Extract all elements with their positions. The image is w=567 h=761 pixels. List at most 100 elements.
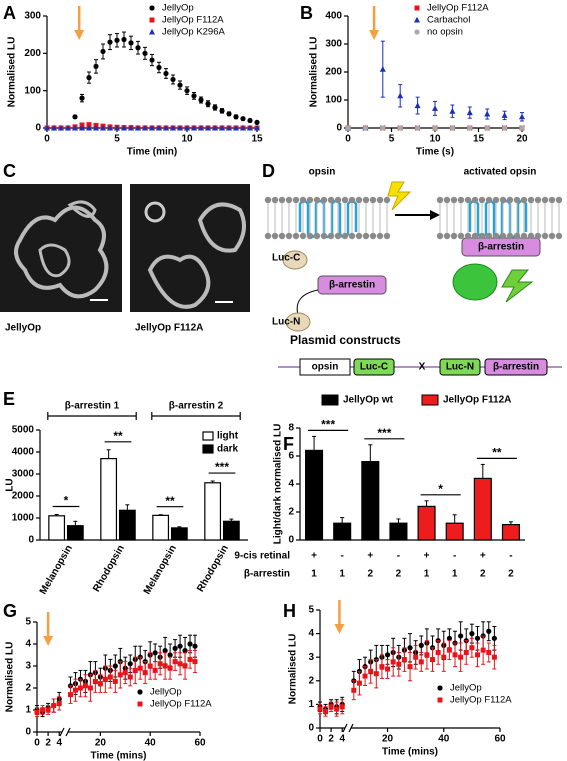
construct-box bbox=[484, 358, 548, 376]
legend-swatch bbox=[202, 431, 214, 441]
y-tick-label: 5000 bbox=[12, 425, 35, 436]
y-tick-label: 300 bbox=[325, 39, 342, 50]
x-tick-label: 5 bbox=[389, 134, 395, 145]
marker-triangle bbox=[142, 124, 148, 131]
lipid-head bbox=[492, 196, 500, 204]
marker-square bbox=[56, 700, 62, 706]
marker-circle bbox=[177, 643, 183, 649]
marker-square bbox=[187, 656, 193, 662]
y-tick-label: 4000 bbox=[12, 447, 35, 458]
bar bbox=[333, 522, 352, 541]
marker-square bbox=[86, 122, 92, 128]
x-axis-label: Time (mins) bbox=[382, 747, 438, 758]
marker-square bbox=[373, 671, 379, 677]
diagram-label: opsin bbox=[309, 167, 336, 178]
legend-label: JellyOp F112A bbox=[450, 695, 512, 706]
legend-label: JellyOp wt bbox=[343, 395, 394, 406]
marker-square bbox=[40, 707, 46, 713]
significance: ** bbox=[165, 494, 175, 508]
marker-circle bbox=[380, 125, 386, 131]
marker-circle bbox=[446, 635, 452, 641]
y-axis-label: LU bbox=[5, 478, 16, 491]
marker-triangle bbox=[519, 113, 525, 120]
marker-square bbox=[182, 663, 188, 669]
y-tick-label: 0 bbox=[288, 535, 294, 546]
row-value: - bbox=[509, 551, 512, 562]
marker-circle bbox=[177, 82, 183, 88]
y-tick-label: 200 bbox=[24, 48, 41, 59]
x-tick-label: 4 bbox=[339, 734, 345, 745]
row-value: + bbox=[424, 551, 430, 562]
row-value: 1 bbox=[339, 569, 345, 580]
lipid-head bbox=[285, 196, 293, 204]
marker-square bbox=[437, 697, 443, 703]
marker-square bbox=[72, 687, 78, 693]
lipid-head bbox=[271, 232, 279, 240]
marker-square bbox=[142, 670, 148, 676]
axis-break bbox=[59, 727, 65, 737]
arrow-head bbox=[334, 624, 345, 634]
marker-circle bbox=[415, 125, 421, 131]
arrow-head bbox=[369, 30, 380, 40]
legend-label: JellyOp K296A bbox=[162, 27, 226, 38]
significance: ** bbox=[113, 429, 123, 443]
legend-label: JellyOp bbox=[150, 687, 182, 698]
construct-label: X bbox=[419, 362, 426, 373]
bar bbox=[305, 449, 324, 541]
marker-square bbox=[430, 657, 436, 663]
marker-circle bbox=[128, 40, 134, 46]
bar bbox=[445, 522, 464, 541]
marker-circle bbox=[219, 108, 225, 114]
y-tick-label: 4 bbox=[308, 628, 314, 639]
x-tick-label: 60 bbox=[194, 738, 206, 749]
lipid-head bbox=[527, 232, 535, 240]
y-tick-label: 8 bbox=[288, 423, 294, 434]
marker-triangle bbox=[205, 124, 211, 131]
lipid-head bbox=[555, 232, 563, 240]
row-value: - bbox=[453, 551, 456, 562]
y-tick-label: 2 bbox=[25, 683, 31, 694]
marker-triangle bbox=[219, 124, 225, 131]
legend-swatch bbox=[421, 394, 439, 406]
marker-square bbox=[87, 685, 93, 691]
lipid-head bbox=[534, 232, 542, 240]
marker-square bbox=[379, 664, 385, 670]
x-tick-label: 2 bbox=[328, 734, 334, 745]
marker-square bbox=[82, 683, 88, 689]
marker-triangle bbox=[247, 124, 253, 131]
marker-circle bbox=[114, 37, 120, 43]
marker-circle bbox=[163, 70, 169, 77]
marker-circle bbox=[418, 642, 424, 649]
marker-triangle bbox=[114, 124, 120, 131]
marker-square bbox=[177, 661, 183, 667]
x-tick-label: 10 bbox=[181, 134, 193, 145]
lipid-head bbox=[292, 232, 300, 240]
marker-circle bbox=[467, 125, 473, 131]
panel-label: H bbox=[283, 601, 296, 621]
marker-triangle bbox=[240, 124, 246, 131]
lipid-head bbox=[306, 232, 314, 240]
marker-triangle bbox=[397, 92, 404, 99]
panel-label: D bbox=[262, 161, 275, 181]
marker-square bbox=[192, 659, 198, 665]
y-tick-label: 100 bbox=[325, 95, 342, 106]
arrow-head bbox=[43, 636, 54, 646]
lipid-head bbox=[548, 232, 556, 240]
lipid-head bbox=[271, 196, 279, 204]
lipid-head bbox=[264, 196, 272, 204]
marker-triangle bbox=[163, 124, 169, 131]
marker-square bbox=[475, 652, 481, 658]
lipid-head bbox=[313, 196, 321, 204]
row-value: + bbox=[367, 551, 373, 562]
arrow-head bbox=[74, 30, 85, 40]
marker-circle bbox=[135, 45, 141, 51]
row-value: 1 bbox=[452, 569, 458, 580]
y-tick-label: 300 bbox=[24, 11, 41, 22]
lipid-head bbox=[264, 232, 272, 240]
lipid-head bbox=[471, 232, 479, 240]
diagram-label: β-arrestin bbox=[329, 280, 375, 291]
marker-square bbox=[486, 649, 492, 655]
legend-label: Carbachol bbox=[427, 15, 470, 26]
y-tick-label: 0 bbox=[336, 123, 342, 134]
